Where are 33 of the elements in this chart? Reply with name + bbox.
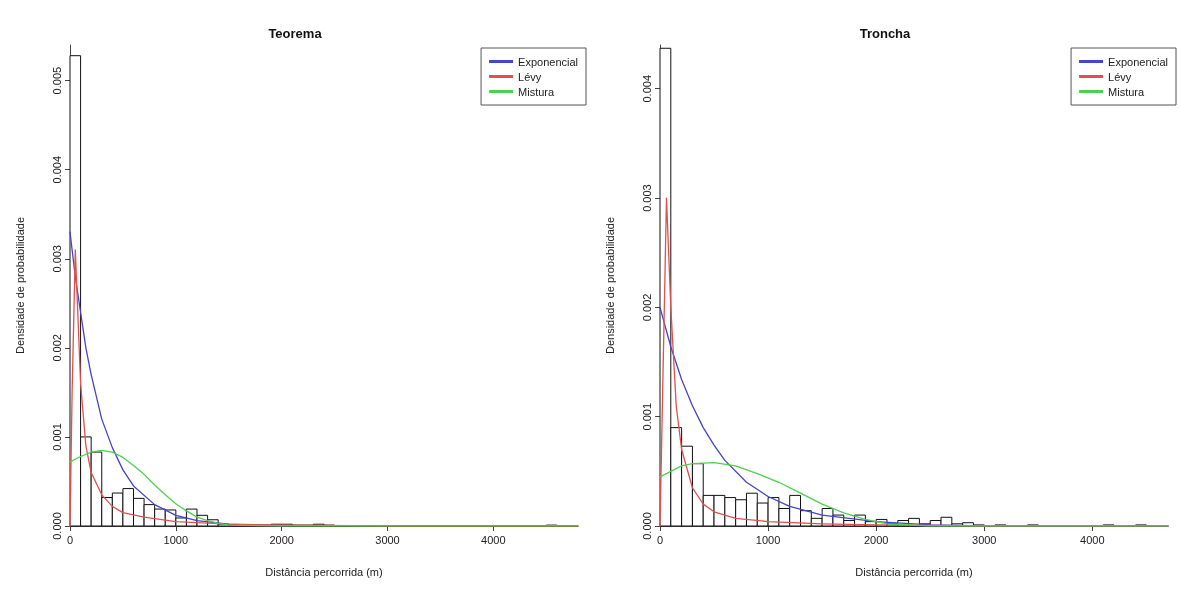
legend-label: Lévy bbox=[518, 70, 542, 83]
legend-label: Lévy bbox=[1108, 70, 1132, 83]
y-tick-label: 0.000 bbox=[640, 512, 653, 540]
chart-title: Troncha bbox=[859, 26, 912, 41]
legend-label: Exponencial bbox=[518, 55, 579, 68]
y-tick-label: 0.003 bbox=[50, 245, 63, 273]
chart-title: Teorema bbox=[268, 26, 323, 41]
x-tick-label: 2000 bbox=[269, 533, 294, 546]
y-tick-label: 0.001 bbox=[50, 423, 63, 451]
x-tick-label: 1000 bbox=[755, 533, 781, 546]
y-axis-title: Densidade de probabilidade bbox=[603, 217, 616, 354]
y-tick-label: 0.005 bbox=[50, 66, 63, 95]
y-tick-label: 0.002 bbox=[640, 293, 653, 322]
legend-label: Mistura bbox=[1108, 85, 1146, 98]
x-axis-title: Distância percorrida (m) bbox=[265, 565, 383, 578]
y-tick-label: 0.001 bbox=[640, 402, 653, 431]
y-tick-label: 0.003 bbox=[640, 184, 653, 212]
x-tick-label: 0 bbox=[656, 533, 664, 546]
x-axis-title: Distância percorrida (m) bbox=[855, 565, 973, 578]
x-tick-label: 0 bbox=[66, 533, 74, 546]
x-tick-label: 4000 bbox=[481, 533, 506, 546]
y-tick-label: 0.000 bbox=[50, 512, 63, 540]
x-tick-label: 3000 bbox=[375, 533, 400, 546]
y-tick-label: 0.004 bbox=[50, 155, 63, 184]
x-tick-label: 1000 bbox=[163, 533, 189, 546]
y-tick-label: 0.002 bbox=[50, 334, 63, 362]
legend-label: Mistura bbox=[518, 85, 556, 98]
y-tick-label: 0.004 bbox=[640, 74, 653, 103]
x-tick-label: 3000 bbox=[972, 533, 997, 546]
legend-label: Exponencial bbox=[1108, 55, 1169, 68]
x-tick-label: 4000 bbox=[1080, 533, 1105, 546]
x-tick-label: 2000 bbox=[863, 533, 889, 546]
y-axis-title: Densidade de probabilidade bbox=[13, 217, 26, 354]
